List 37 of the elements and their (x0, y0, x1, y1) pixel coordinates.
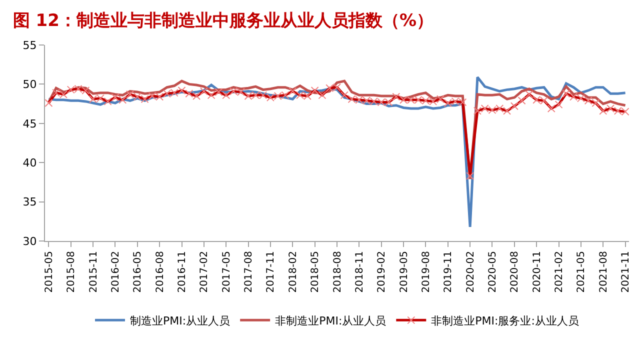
x-tick-label: 2017-05 (221, 251, 232, 293)
chart-title: 图 12：制造业与非制造业中服务业从业人员指数（%） (12, 10, 434, 31)
x-tick-label: 2016-05 (132, 251, 144, 293)
x-tick-label: 2021-02 (554, 251, 566, 293)
x-tick-label: 2018-02 (288, 251, 299, 293)
x-tick-label: 2017-08 (244, 251, 255, 293)
y-tick-label: 30 (22, 234, 37, 248)
x-tick-label: 2019-11 (443, 251, 454, 293)
x-tick-label: 2019-08 (420, 251, 432, 293)
x-tick-label: 2020-02 (465, 251, 476, 293)
x-tick-label: 2020-11 (532, 251, 543, 293)
legend-label: 非制造业PMI:从业人员 (275, 314, 386, 328)
x-tick-label: 2019-02 (376, 251, 388, 293)
y-tick-label: 45 (22, 117, 37, 130)
legend-label: 制造业PMI:从业人员 (130, 314, 230, 328)
x-tick-label: 2018-11 (354, 251, 366, 293)
y-tick-label: 55 (22, 38, 37, 52)
x-tick-label: 2020-08 (510, 251, 521, 293)
x-tick-label: 2018-08 (332, 251, 344, 293)
x-tick-label: 2019-05 (398, 251, 410, 293)
x-tick-label: 2021-08 (598, 251, 610, 293)
x-tick-label: 2021-11 (620, 251, 632, 293)
x-tick-label: 2018-05 (310, 251, 322, 293)
x-tick-label: 2021-05 (576, 251, 588, 293)
y-tick-label: 50 (22, 78, 37, 92)
x-tick-label: 2015-05 (44, 251, 55, 293)
x-tick-label: 2016-02 (110, 251, 122, 293)
x-tick-label: 2015-08 (66, 251, 78, 293)
x-tick-label: 2015-11 (88, 251, 100, 293)
y-tick-label: 40 (22, 156, 37, 170)
x-tick-label: 2016-08 (154, 251, 166, 293)
x-tick-label: 2016-11 (177, 251, 188, 293)
legend-label: 非制造业PMI:服务业:从业人员 (431, 314, 579, 328)
x-tick-label: 2020-05 (487, 251, 498, 293)
x-tick-label: 2017-02 (199, 251, 210, 293)
x-tick-label: 2017-11 (266, 251, 277, 293)
y-tick-label: 35 (22, 196, 37, 209)
